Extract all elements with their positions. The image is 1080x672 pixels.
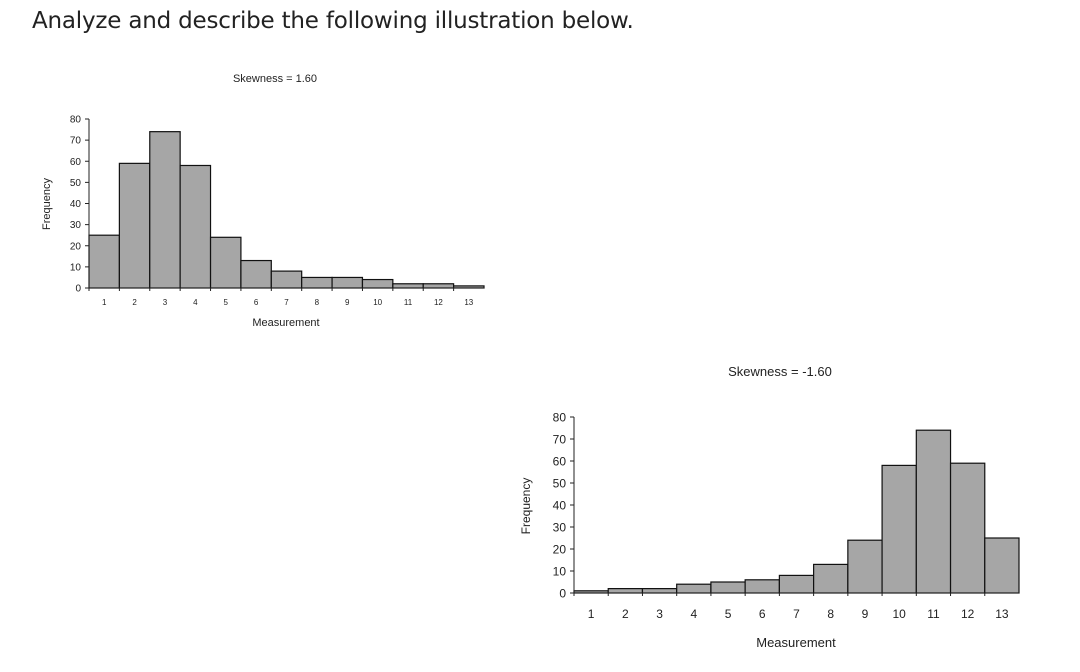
chart-1-x-tick-8: 8 xyxy=(315,298,320,307)
chart-1-y-tick-50: 50 xyxy=(70,178,82,189)
chart-2-bar-2 xyxy=(607,587,644,594)
chart-1-bar-12 xyxy=(422,283,455,289)
chart-2-y-tick-60: 60 xyxy=(553,454,567,468)
chart-2-y-tick-0: 0 xyxy=(559,586,566,600)
chart-2-y-tick-20: 20 xyxy=(553,542,567,556)
chart-2-bar-11 xyxy=(915,429,952,594)
chart-1-y-tick-80: 80 xyxy=(70,115,82,126)
chart-1-x-tick-6: 6 xyxy=(254,298,259,307)
chart-2-bar-9 xyxy=(847,539,883,594)
chart-2-bar-6 xyxy=(744,579,780,594)
chart-1-y-tick-20: 20 xyxy=(70,241,82,252)
chart-2-bar-10 xyxy=(881,464,917,594)
chart-1-y-tick-70: 70 xyxy=(70,136,82,147)
chart-2-x-tick-9: 9 xyxy=(862,607,869,621)
chart-2-x-tick-11: 11 xyxy=(927,607,940,621)
chart-2-x-tick-8: 8 xyxy=(827,607,834,621)
chart-2-y-tick-labels: 0 10 20 30 40 50 60 70 80 xyxy=(553,410,567,600)
chart-2-y-tick-70: 70 xyxy=(553,432,567,446)
chart-1-y-tick-10: 10 xyxy=(70,262,82,273)
chart-1-y-tick-labels: 0 10 20 30 40 50 60 70 80 xyxy=(70,115,82,295)
chart-1-y-tick-40: 40 xyxy=(70,199,82,210)
chart-2-title: Skewness = -1.60 xyxy=(728,364,832,379)
chart-1-title: Skewness = 1.60 xyxy=(233,73,317,85)
chart-2-axes xyxy=(570,416,1019,596)
chart-1-x-tick-7: 7 xyxy=(284,298,289,307)
chart-2-bars xyxy=(573,429,1020,594)
chart-2-y-tick-40: 40 xyxy=(553,498,567,512)
chart-1-x-tick-11: 11 xyxy=(404,298,413,307)
chart-2-y-tick-50: 50 xyxy=(553,476,567,490)
chart-1-bar-6 xyxy=(240,259,272,289)
chart-1-x-tick-5: 5 xyxy=(224,298,229,307)
chart-1-y-tick-30: 30 xyxy=(70,220,82,231)
chart-1-x-tick-3: 3 xyxy=(163,298,168,307)
chart-1-bar-3 xyxy=(149,131,181,289)
chart-1-x-tick-1: 1 xyxy=(102,298,107,307)
chart-1-axes xyxy=(85,118,484,291)
chart-2-y-tick-30: 30 xyxy=(553,520,567,534)
chart-2-x-tick-7: 7 xyxy=(793,607,800,621)
chart-1-bars xyxy=(88,131,485,289)
chart-2-bar-8 xyxy=(813,563,849,594)
chart-negative-skew: Skewness = -1.60 Frequency Measurement 0… xyxy=(519,364,1020,650)
chart-1-x-tick-13: 13 xyxy=(464,298,473,307)
chart-2-bar-7 xyxy=(778,574,815,594)
chart-1-bar-11 xyxy=(392,283,424,289)
chart-1-bar-2 xyxy=(118,162,151,289)
chart-1-x-tick-12: 12 xyxy=(434,298,443,307)
chart-1-bar-1 xyxy=(88,234,120,289)
chart-1-bar-4 xyxy=(179,164,212,289)
chart-2-x-tick-10: 10 xyxy=(893,607,907,621)
chart-2-x-tick-4: 4 xyxy=(690,607,697,621)
chart-1-y-tick-60: 60 xyxy=(70,157,82,168)
chart-1-x-tick-4: 4 xyxy=(193,298,198,307)
chart-1-bar-8 xyxy=(301,276,333,289)
chart-2-ylabel: Frequency xyxy=(519,478,533,535)
chart-2-x-tick-12: 12 xyxy=(961,607,975,621)
chart-1-xlabel: Measurement xyxy=(252,317,319,329)
chart-1-y-tick-0: 0 xyxy=(75,284,81,295)
chart-1-bar-10 xyxy=(361,278,394,289)
chart-2-y-tick-10: 10 xyxy=(553,564,567,578)
chart-2-xlabel: Measurement xyxy=(756,635,836,650)
chart-2-bar-5 xyxy=(710,581,746,594)
chart-2-bar-13 xyxy=(984,537,1020,594)
chart-1-bar-7 xyxy=(270,270,303,289)
chart-2-x-tick-1: 1 xyxy=(588,607,595,621)
chart-1-bar-5 xyxy=(209,236,242,289)
chart-2-bar-4 xyxy=(676,583,712,594)
chart-2-x-tick-labels: 1 2 3 4 5 6 7 8 9 10 11 12 13 xyxy=(588,607,1009,621)
chart-2-x-tick-5: 5 xyxy=(725,607,732,621)
chart-1-ylabel: Frequency xyxy=(41,178,53,230)
chart-2-bar-3 xyxy=(641,587,678,594)
chart-positive-skew: Skewness = 1.60 Frequency Measurement 0 1… xyxy=(41,73,485,329)
chart-2-y-tick-80: 80 xyxy=(553,410,567,424)
page-heading: Analyze and describe the following illus… xyxy=(32,8,634,34)
chart-2-x-tick-3: 3 xyxy=(656,607,663,621)
chart-1-x-tick-10: 10 xyxy=(373,298,382,307)
chart-2-x-tick-2: 2 xyxy=(622,607,629,621)
chart-2-x-tick-13: 13 xyxy=(995,607,1009,621)
chart-1-x-tick-2: 2 xyxy=(132,298,137,307)
chart-2-x-tick-6: 6 xyxy=(759,607,766,621)
chart-1-x-tick-labels: 1 2 3 4 5 6 7 8 9 10 11 12 13 xyxy=(102,298,474,307)
chart-1-x-tick-9: 9 xyxy=(345,298,350,307)
chart-1-bar-9 xyxy=(331,276,364,289)
chart-2-bar-12 xyxy=(949,462,986,594)
